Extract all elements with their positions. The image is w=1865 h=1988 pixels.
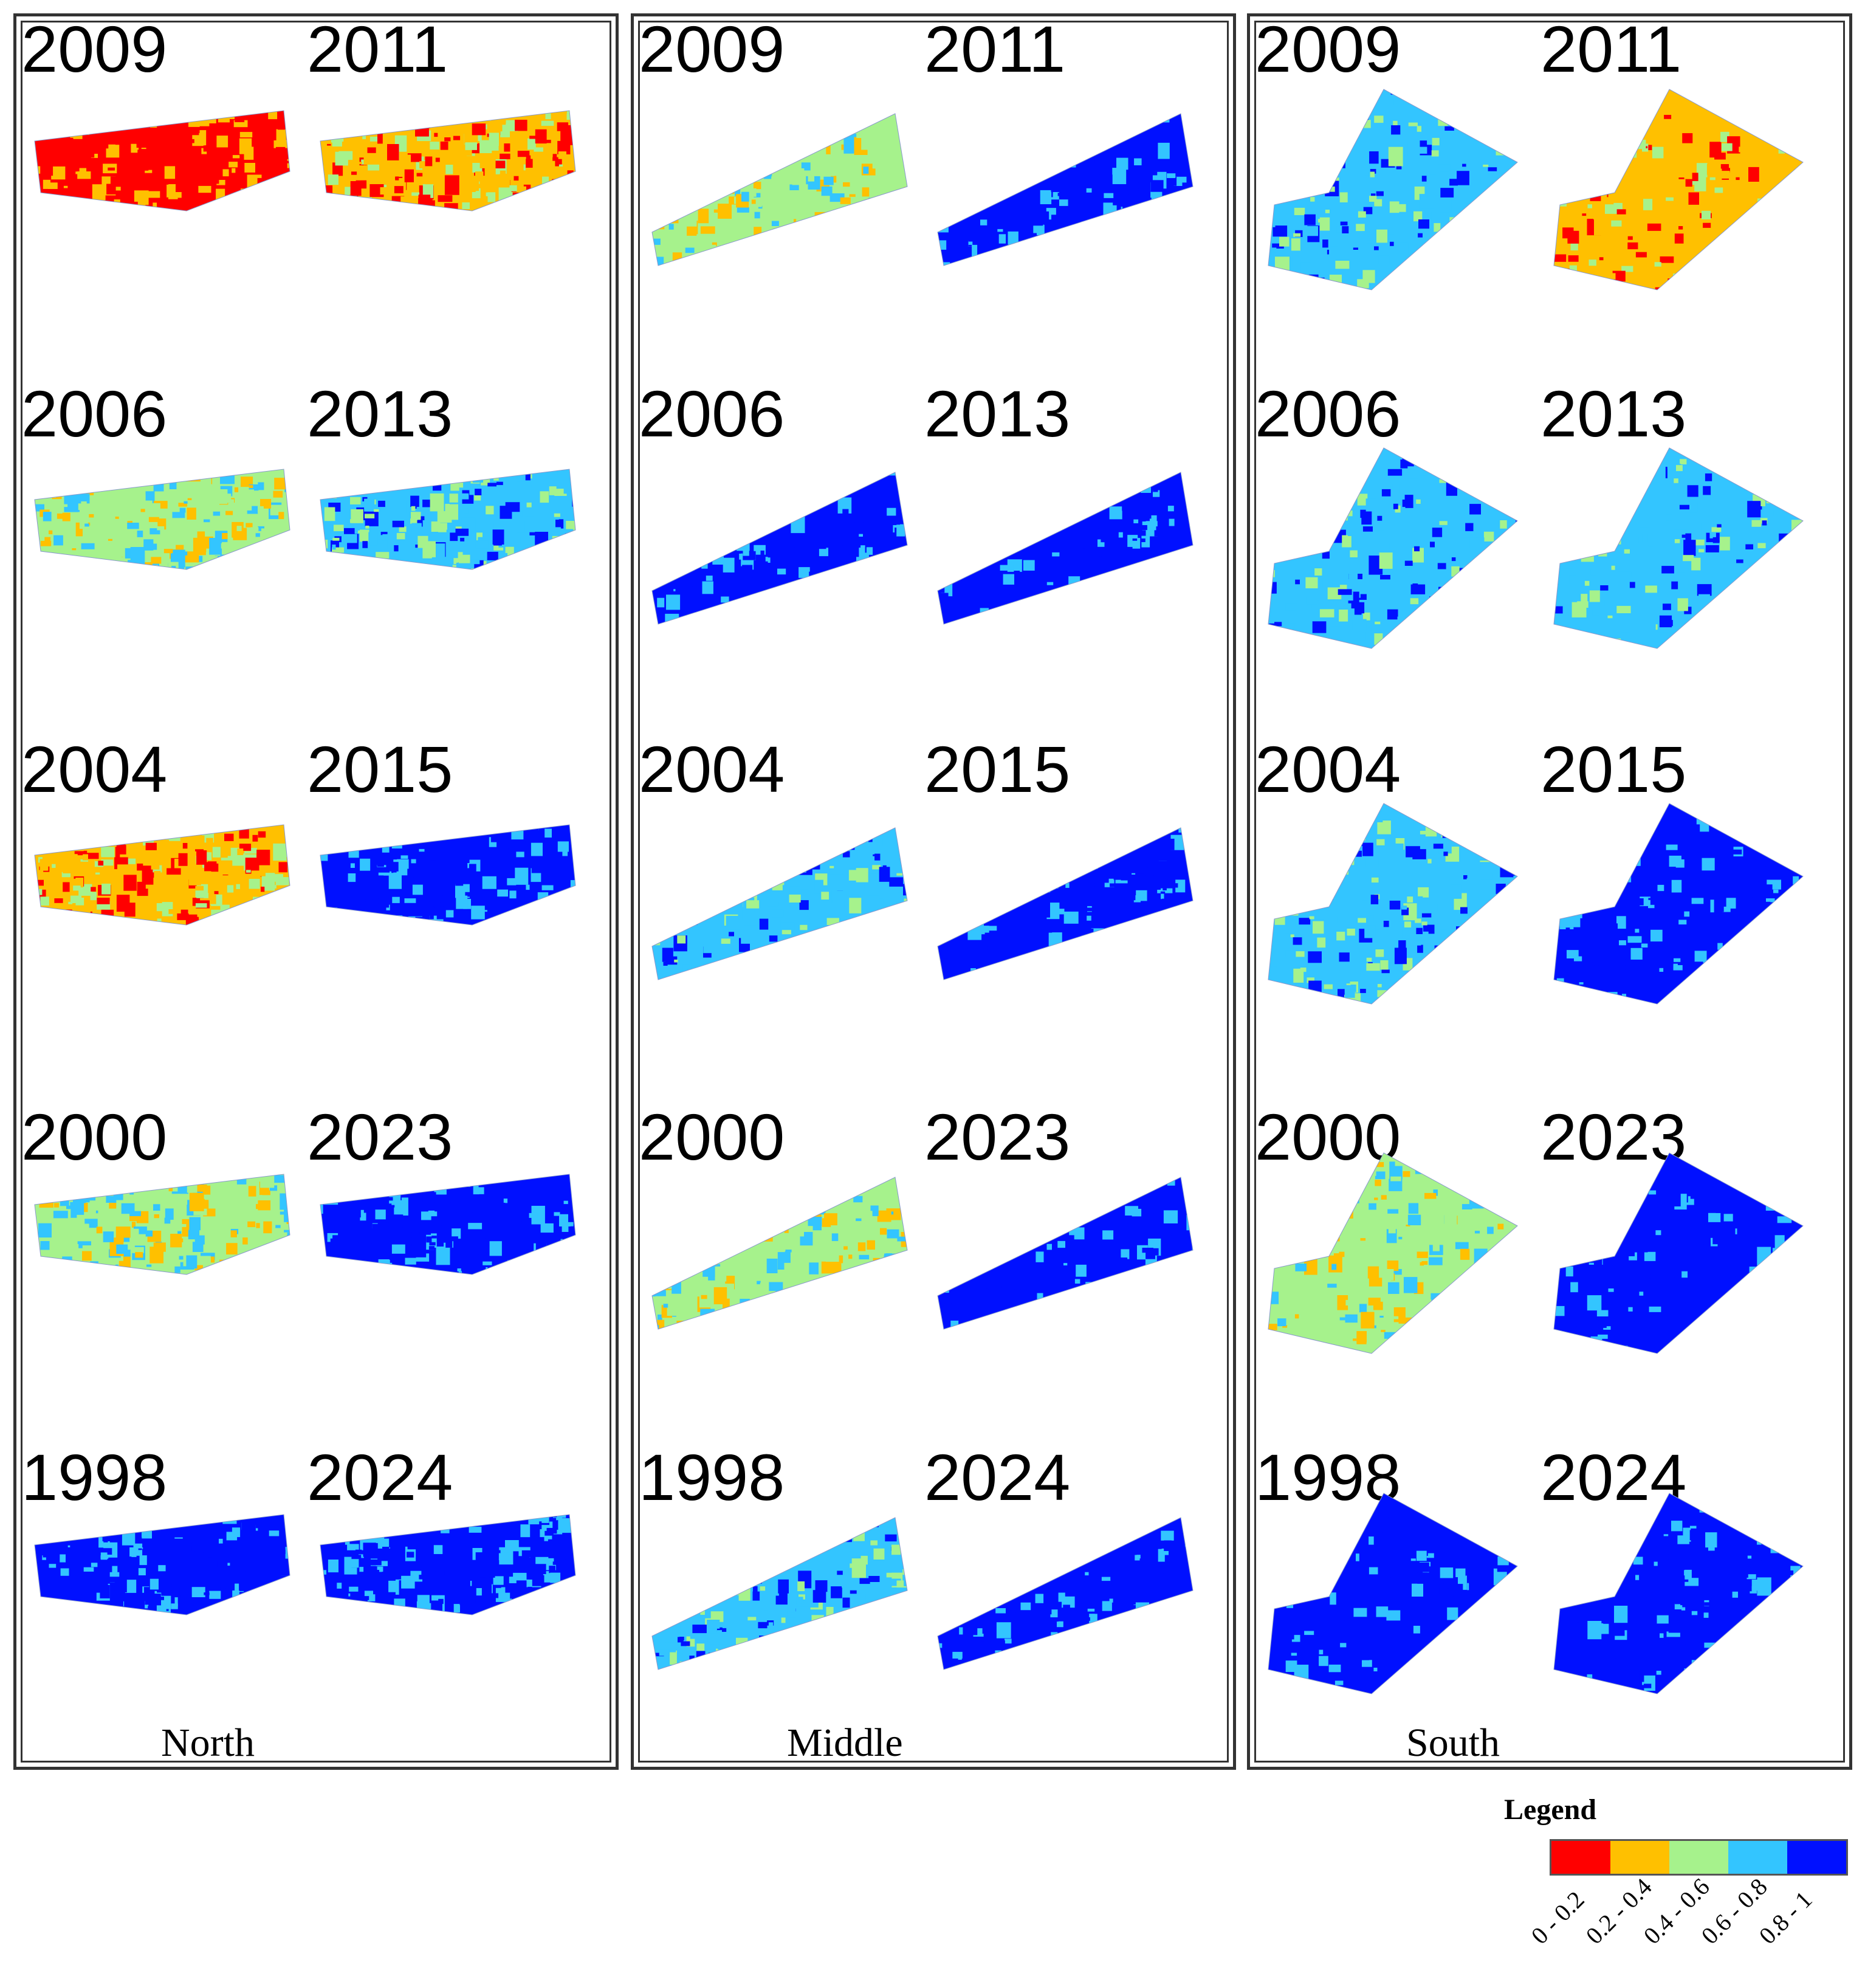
- year-label: 2023: [1540, 1100, 1687, 1174]
- year-label: 2013: [1540, 377, 1687, 450]
- year-label: 2000: [639, 1100, 785, 1174]
- year-label: 2000: [1255, 1100, 1401, 1174]
- vegetation-index-map: [1553, 803, 1804, 1005]
- region-label: North: [161, 1721, 255, 1765]
- year-label: 1998: [1255, 1440, 1401, 1514]
- vegetation-index-map: [937, 113, 1194, 266]
- vegetation-index-map: [1268, 803, 1518, 1005]
- legend-title: Legend: [1504, 1794, 1597, 1826]
- legend-swatch: [1551, 1841, 1610, 1874]
- vegetation-index-map: [651, 472, 908, 625]
- year-label: 2011: [1540, 12, 1682, 86]
- year-label: 2009: [21, 12, 168, 86]
- legend-color-bar: [1550, 1839, 1848, 1876]
- year-label: 2009: [1255, 12, 1401, 86]
- year-label: 2024: [307, 1440, 453, 1514]
- vegetation-index-map: [1553, 447, 1804, 649]
- vegetation-index-map: [651, 1177, 908, 1330]
- vegetation-index-map: [1268, 447, 1518, 649]
- year-label: 2006: [21, 377, 168, 450]
- year-label: 2009: [639, 12, 785, 86]
- year-label: 2023: [307, 1100, 453, 1174]
- vegetation-index-map: [1268, 89, 1518, 291]
- vegetation-index-map: [320, 110, 576, 212]
- year-label: 2011: [924, 12, 1066, 86]
- north-panel: North 2009 2011 2006 2013 2004 2015 2000 2023 19…: [13, 13, 619, 1770]
- year-label: 2015: [307, 732, 453, 806]
- vegetation-index-map: [34, 110, 290, 212]
- vegetation-index-map: [34, 1514, 290, 1615]
- year-label: 1998: [639, 1440, 785, 1514]
- vegetation-index-map: [1553, 89, 1804, 291]
- vegetation-index-map: [937, 1517, 1194, 1670]
- vegetation-index-map: [34, 824, 290, 926]
- year-label: 2006: [639, 377, 785, 450]
- year-label: 2023: [924, 1100, 1071, 1174]
- vegetation-index-map: [937, 472, 1194, 625]
- legend-swatch: [1728, 1841, 1787, 1874]
- vegetation-index-map: [320, 1174, 576, 1275]
- year-label: 2011: [307, 12, 448, 86]
- vegetation-index-map: [651, 1517, 908, 1670]
- vegetation-index-map: [651, 113, 908, 266]
- vegetation-index-map: [320, 824, 576, 926]
- legend-swatch: [1787, 1841, 1846, 1874]
- vegetation-index-map: [34, 1174, 290, 1275]
- middle-panel: Middle 2009 2011 2006 2013 2004 2015 2000 2023 1…: [631, 13, 1236, 1770]
- year-label: 2024: [924, 1440, 1071, 1514]
- year-label: 2004: [639, 732, 785, 806]
- vegetation-index-map: [1553, 1493, 1804, 1694]
- year-label: 2024: [1540, 1440, 1687, 1514]
- year-label: 2004: [21, 732, 168, 806]
- vegetation-index-map: [937, 1177, 1194, 1330]
- year-label: 2004: [1255, 732, 1401, 806]
- south-panel: South 2009 2011 2006 2013 2004 2015 2000 2023 19…: [1247, 13, 1852, 1770]
- vegetation-index-map: [1268, 1493, 1518, 1694]
- region-label: South: [1406, 1721, 1500, 1765]
- legend-swatch: [1669, 1841, 1728, 1874]
- vegetation-index-map: [34, 469, 290, 570]
- year-label: 2013: [307, 377, 453, 450]
- year-label: 2006: [1255, 377, 1401, 450]
- region-label: Middle: [787, 1721, 903, 1765]
- year-label: 2013: [924, 377, 1071, 450]
- vegetation-index-map: [1268, 1152, 1518, 1354]
- vegetation-index-map: [320, 469, 576, 570]
- year-label: 2015: [1540, 732, 1687, 806]
- legend-label: 0 - 0.2: [1525, 1885, 1590, 1950]
- legend-swatch: [1610, 1841, 1669, 1874]
- vegetation-index-map: [651, 827, 908, 980]
- vegetation-index-map: [320, 1514, 576, 1615]
- year-label: 2000: [21, 1100, 168, 1174]
- year-label: 2015: [924, 732, 1071, 806]
- vegetation-index-map: [937, 827, 1194, 980]
- year-label: 1998: [21, 1440, 168, 1514]
- vegetation-index-map: [1553, 1152, 1804, 1354]
